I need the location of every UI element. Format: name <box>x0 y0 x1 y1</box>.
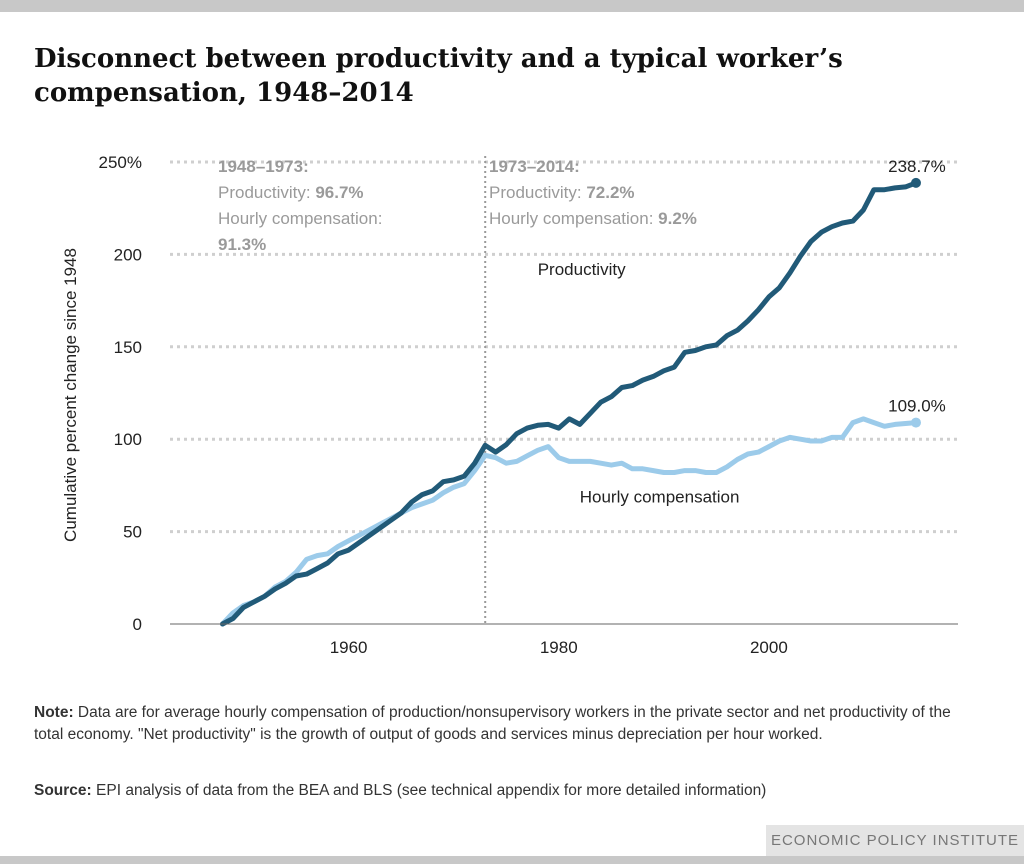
series-end-marker <box>910 177 921 188</box>
y-tick-labels: 0 50 100 150 200 250% <box>99 153 142 634</box>
line-chart: Cumulative percent change since 1948 0 50… <box>61 153 958 657</box>
annotation-left-productivity: Productivity: 96.7% <box>218 183 364 202</box>
series-line-compensation <box>220 416 919 627</box>
annotation-1948-1973: 1948–1973: Productivity: 96.7% Hourly co… <box>218 157 382 254</box>
title-line-2: compensation, 1948–2014 <box>34 78 414 108</box>
series-labels: Productivity 238.7% Hourly compensation 109… <box>538 157 946 507</box>
annotation-left-heading: 1948–1973: <box>218 157 309 176</box>
series-label: Productivity <box>538 260 626 279</box>
y-tick-label: 0 <box>133 615 142 634</box>
x-tick-label: 1980 <box>540 638 578 657</box>
annotation-right-productivity: Productivity: 72.2% <box>489 183 635 202</box>
x-tick-label: 2000 <box>750 638 788 657</box>
x-tick-label: 1960 <box>330 638 368 657</box>
grid-lines <box>170 160 958 534</box>
annotation-left-compensation-value: 91.3% <box>218 235 266 254</box>
top-border <box>0 0 1024 12</box>
y-tick-label: 150 <box>114 338 142 357</box>
chart-source: Source: EPI analysis of data from the BE… <box>34 780 984 802</box>
series-end-label: 109.0% <box>888 397 946 416</box>
annotation-left-compensation: Hourly compensation: <box>218 209 382 228</box>
series-label: Hourly compensation <box>580 487 740 506</box>
source-label: Source: <box>34 782 92 799</box>
series-end-marker <box>910 417 921 428</box>
chart-note: Note: Data are for average hourly compen… <box>34 702 984 746</box>
y-tick-label: 50 <box>123 523 142 542</box>
x-tick-labels: 1960 1980 2000 <box>330 638 788 657</box>
series-line-productivity <box>220 180 919 627</box>
series-lines <box>220 177 921 627</box>
annotation-1973-2014: 1973–2014: Productivity: 72.2% Hourly co… <box>489 157 697 228</box>
y-tick-label: 100 <box>114 430 142 449</box>
bottom-border <box>0 856 1024 864</box>
title-line-1: Disconnect between productivity and a ty… <box>34 44 843 74</box>
y-tick-label: 200 <box>114 245 142 264</box>
y-tick-label: 250% <box>99 153 142 172</box>
annotation-right-compensation: Hourly compensation: 9.2% <box>489 209 697 228</box>
chart-title: Disconnect between productivity and a ty… <box>34 42 934 110</box>
note-text: Data are for average hourly compensation… <box>34 704 951 743</box>
y-axis-label: Cumulative percent change since 1948 <box>61 248 80 542</box>
annotation-right-heading: 1973–2014: <box>489 157 580 176</box>
source-text: EPI analysis of data from the BEA and BL… <box>96 782 767 799</box>
series-end-label: 238.7% <box>888 157 946 176</box>
publisher-logo: ECONOMIC POLICY INSTITUTE <box>766 825 1024 856</box>
note-label: Note: <box>34 704 74 721</box>
